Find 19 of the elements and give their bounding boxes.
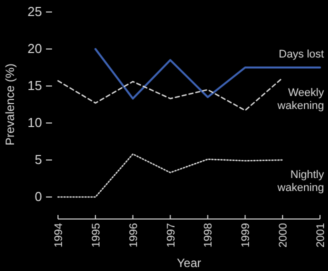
x-tick-label: 1997 [165, 223, 178, 248]
x-tick-label: 1995 [90, 223, 102, 248]
y-axis-title: Prevalence (%) [3, 63, 17, 146]
y-tick-label: 25 [28, 4, 42, 19]
x-tick-label: 2001 [315, 223, 327, 248]
y-tick-label: 15 [28, 78, 42, 93]
y-tick-label: 10 [28, 115, 42, 130]
series-label: Nightly wakening [276, 169, 324, 194]
x-tick-label: 1996 [128, 223, 140, 248]
y-tick-label: 0 [34, 189, 42, 204]
series-label: Days lost [278, 48, 324, 60]
x-axis-title: Year [176, 256, 202, 270]
x-tick-label: 2000 [278, 223, 290, 248]
y-tick-label: 5 [34, 152, 42, 167]
y-tick-label: 20 [28, 41, 42, 56]
series-label: Weekly wakening [276, 86, 324, 112]
x-tick-label: 1994 [53, 223, 65, 248]
x-tick-label: 1998 [202, 223, 215, 248]
x-tick-label: 1999 [240, 223, 252, 248]
